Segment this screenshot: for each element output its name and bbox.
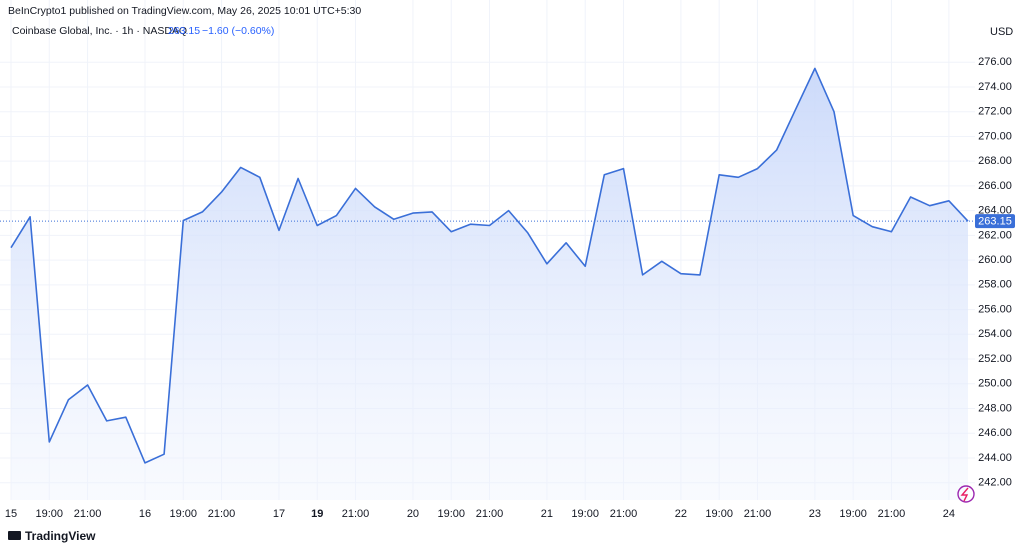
y-tick-label: 256.00 [978,303,1012,315]
x-tick-label: 24 [943,508,955,520]
y-tick-label: 246.00 [978,427,1012,439]
replay-icon[interactable] [957,485,975,503]
y-tick-label: 272.00 [978,106,1012,118]
x-tick-label: 21 [541,508,553,520]
x-tick-label: 15 [5,508,17,520]
x-tick-label: 19:00 [169,508,197,520]
x-tick-label: 16 [139,508,151,520]
x-tick-label: 21:00 [342,508,370,520]
y-tick-label: 252.00 [978,353,1012,365]
x-tick-label: 21:00 [744,508,772,520]
y-tick-label: 276.00 [978,56,1012,68]
y-tick-label: 270.00 [978,130,1012,142]
x-tick-label: 22 [675,508,687,520]
x-tick-label: 19:00 [705,508,733,520]
y-tick-label: 250.00 [978,378,1012,390]
price-badge [975,214,1015,229]
x-tick-label: 23 [809,508,821,520]
y-tick-label: 248.00 [978,402,1012,414]
y-tick-label: 260.00 [978,254,1012,266]
logo: TradingView [8,529,96,543]
x-tick-label: 19:00 [437,508,465,520]
x-tick-label: 21:00 [610,508,638,520]
y-tick-label: 264.00 [978,205,1012,217]
x-tick-label: 21:00 [74,508,102,520]
y-tick-label: 268.00 [978,155,1012,167]
publisher: BeInCrypto1 published on TradingView.com… [8,5,361,17]
price-change: −1.60 (−0.60%) [202,25,274,37]
x-tick-label: 19:00 [571,508,599,520]
x-tick-label: 20 [407,508,419,520]
line [10,67,969,464]
price-badge-label: 263.15 [978,216,1012,228]
y-tick-label: 274.00 [978,81,1012,93]
x-tick-label: 17 [273,508,285,520]
last-price: 263.15 [168,25,200,37]
x-tick-label: 21:00 [476,508,504,520]
y-tick-label: 266.00 [978,180,1012,192]
y-tick-label: 262.00 [978,229,1012,241]
brand: TradingView [25,529,96,543]
x-tick-label: 21:00 [208,508,236,520]
chart-title: Coinbase Global, Inc. · 1h · NASDAQ [12,25,187,37]
y-tick-label: 254.00 [978,328,1012,340]
x-tick-label: 21:00 [878,508,906,520]
currency: USD [990,26,1013,38]
y-tick-label: 244.00 [978,452,1012,464]
y-tick-label: 258.00 [978,279,1012,291]
x-tick-label: 19:00 [839,508,867,520]
x-tick-label: 19:00 [36,508,64,520]
x-tick-label: 19 [311,508,323,520]
y-tick-label: 242.00 [978,477,1012,489]
